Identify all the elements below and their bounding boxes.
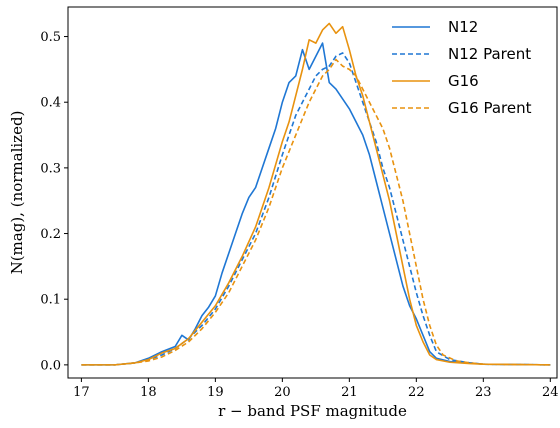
series-line-1 [81,52,551,366]
x-tick-label-6: 23 [475,385,492,400]
y-tick-label-1: 0.1 [40,293,61,308]
legend-label-2: G16 [448,72,479,90]
series-line-2 [81,22,551,366]
y-tick-label-0: 0.0 [40,358,61,373]
y-axis-label: N(mag), (normalized) [8,111,26,275]
x-tick-label-2: 19 [207,385,224,400]
chart-legend: N12 N12 Parent G16 G16 Parent [392,18,532,117]
chart-axes: 17 18 19 20 21 22 23 24 0.0 0.1 0.2 0.3 0.4 0.5 [40,6,559,400]
plot-frame [67,6,558,379]
x-tick-label-5: 22 [408,385,425,400]
chart-marks [81,22,551,366]
y-tick-label-3: 0.3 [40,161,61,176]
y-tick-label-2: 0.2 [40,227,61,242]
x-tick-label-4: 21 [341,385,358,400]
legend-label-3: G16 Parent [448,99,532,117]
y-tick-label-4: 0.4 [40,96,61,111]
x-tick-label-3: 20 [274,385,291,400]
x-axis-label: r − band PSF magnitude [218,402,407,420]
legend-label-1: N12 Parent [448,45,531,63]
x-tick-label-0: 17 [73,385,90,400]
series-line-3 [81,58,551,366]
x-tick-label-7: 24 [542,385,559,400]
y-tick-label-5: 0.5 [40,30,61,45]
series-line-0 [81,42,551,366]
legend-label-0: N12 [448,18,478,36]
x-tick-label-1: 18 [140,385,157,400]
